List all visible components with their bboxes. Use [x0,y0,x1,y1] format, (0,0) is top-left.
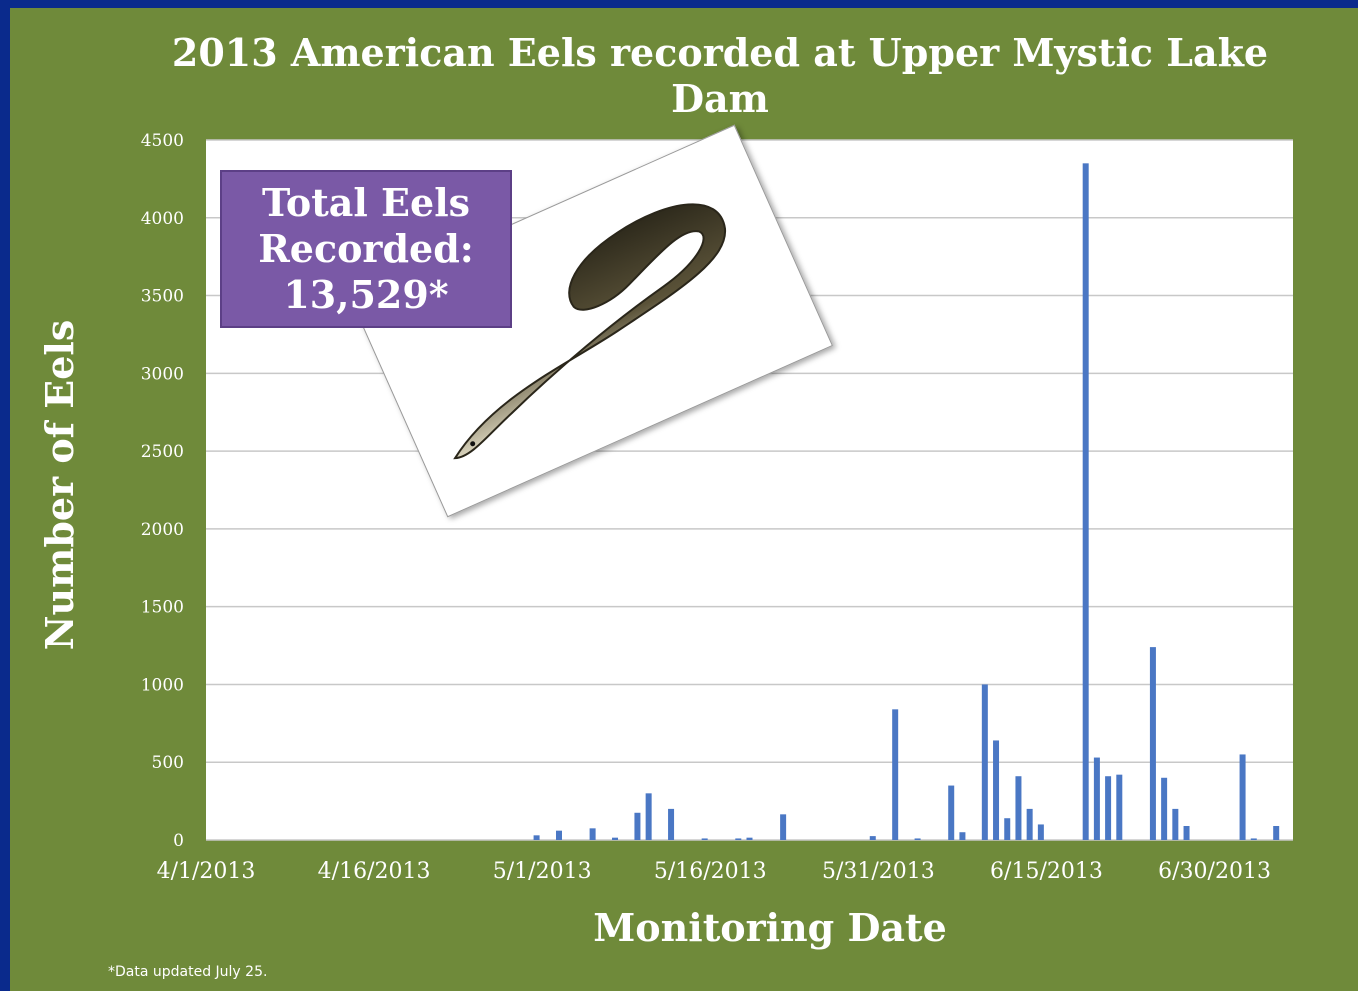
footnote: *Data updated July 25. [108,964,268,980]
bar [1149,647,1156,840]
x-tick-label: 5/16/2013 [654,859,767,884]
bar [746,837,753,840]
bar [533,835,540,840]
eel-illustration [453,203,726,460]
x-tick-label: 4/16/2013 [318,859,431,884]
callout-line-1: Total Eels [261,180,471,225]
bar [1116,774,1123,840]
y-tick-label: 3500 [141,287,184,307]
x-tick-label: 6/15/2013 [990,859,1103,884]
bar [1105,776,1112,840]
bar [1250,838,1257,840]
bar [589,828,596,840]
y-tick-label: 3000 [141,364,184,384]
bar [959,832,966,840]
bar [1037,824,1044,840]
x-tick-label: 5/1/2013 [493,859,592,884]
bar [1172,808,1179,840]
bar [668,808,675,840]
y-tick-label: 4000 [141,209,184,229]
x-tick-label: 5/31/2013 [822,859,935,884]
bar [1026,808,1033,840]
bar [780,814,787,840]
bar [1004,818,1011,840]
bar [612,837,619,840]
bar [993,740,1000,840]
bar [701,838,708,840]
bar [645,793,652,840]
bar [634,812,641,840]
total-eels-callout: Total Eels Recorded: 13,529* [220,170,512,328]
american-eel-photo [349,124,833,518]
y-tick-label: 1000 [141,675,184,695]
bar [1015,776,1022,840]
bar [555,830,562,840]
y-tick-label: 0 [173,831,184,851]
y-tick-label: 4500 [141,131,184,151]
callout-total-value: 13,529* [283,272,449,317]
bar [1093,757,1100,840]
y-tick-label: 2000 [141,520,184,540]
bar [1082,163,1089,841]
chart-title: 2013 American Eels recorded at Upper Mys… [171,30,1269,121]
bar [1273,826,1280,840]
bar [1239,754,1246,840]
x-tick-label: 4/1/2013 [157,859,256,884]
bar [892,709,899,840]
bar [948,785,955,840]
x-tick-label: 6/30/2013 [1158,859,1271,884]
bar [914,838,921,840]
y-tick-label: 2500 [141,442,184,462]
bar [869,836,876,840]
bar [735,838,742,840]
x-axis-label: Monitoring Date [593,905,947,950]
y-tick-label: 1500 [141,598,184,618]
bar [1161,777,1168,840]
y-tick-label: 500 [152,753,184,773]
bar [1183,826,1190,840]
callout-line-2: Recorded: [258,226,474,271]
bar [981,684,988,840]
